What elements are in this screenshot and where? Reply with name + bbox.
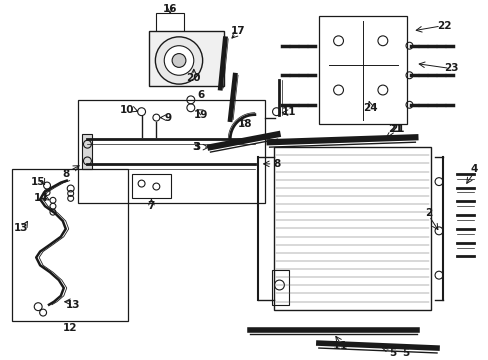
- Bar: [273, 147, 430, 310]
- Text: 10: 10: [120, 105, 134, 115]
- Text: 19: 19: [193, 110, 207, 120]
- Text: 23: 23: [444, 63, 458, 73]
- Text: 3: 3: [193, 142, 200, 152]
- Text: 14: 14: [34, 193, 48, 203]
- Ellipse shape: [172, 54, 185, 67]
- Bar: [149, 31, 224, 86]
- Text: 22: 22: [436, 21, 450, 31]
- Text: 5: 5: [401, 348, 408, 358]
- Text: 15: 15: [31, 177, 45, 186]
- Bar: [271, 270, 289, 305]
- Text: 16: 16: [163, 4, 177, 14]
- Text: 1: 1: [339, 341, 346, 351]
- Text: 1: 1: [332, 341, 340, 351]
- Ellipse shape: [164, 46, 193, 75]
- Bar: [78, 100, 264, 203]
- Text: 7: 7: [147, 201, 155, 211]
- Text: 4: 4: [470, 164, 477, 174]
- Text: 2: 2: [425, 208, 432, 218]
- Text: 9: 9: [164, 113, 171, 123]
- Text: 13: 13: [65, 300, 80, 310]
- Text: 24: 24: [362, 103, 377, 113]
- Text: 21: 21: [387, 125, 402, 134]
- Text: 18: 18: [237, 120, 252, 130]
- Text: 6: 6: [197, 90, 204, 100]
- Text: 5: 5: [388, 348, 396, 358]
- Text: 8: 8: [272, 159, 280, 169]
- Text: 11: 11: [282, 107, 296, 117]
- Bar: [12, 169, 127, 321]
- Text: 13: 13: [14, 223, 29, 233]
- Bar: [318, 16, 407, 125]
- Text: 21: 21: [389, 125, 404, 134]
- Ellipse shape: [155, 37, 202, 84]
- Bar: [156, 13, 183, 35]
- Text: 20: 20: [186, 73, 201, 83]
- Text: 8: 8: [62, 169, 69, 179]
- Bar: [131, 174, 171, 198]
- Text: 3: 3: [192, 142, 199, 152]
- Text: 12: 12: [62, 323, 77, 333]
- Bar: [82, 134, 92, 169]
- Text: 17: 17: [230, 26, 245, 36]
